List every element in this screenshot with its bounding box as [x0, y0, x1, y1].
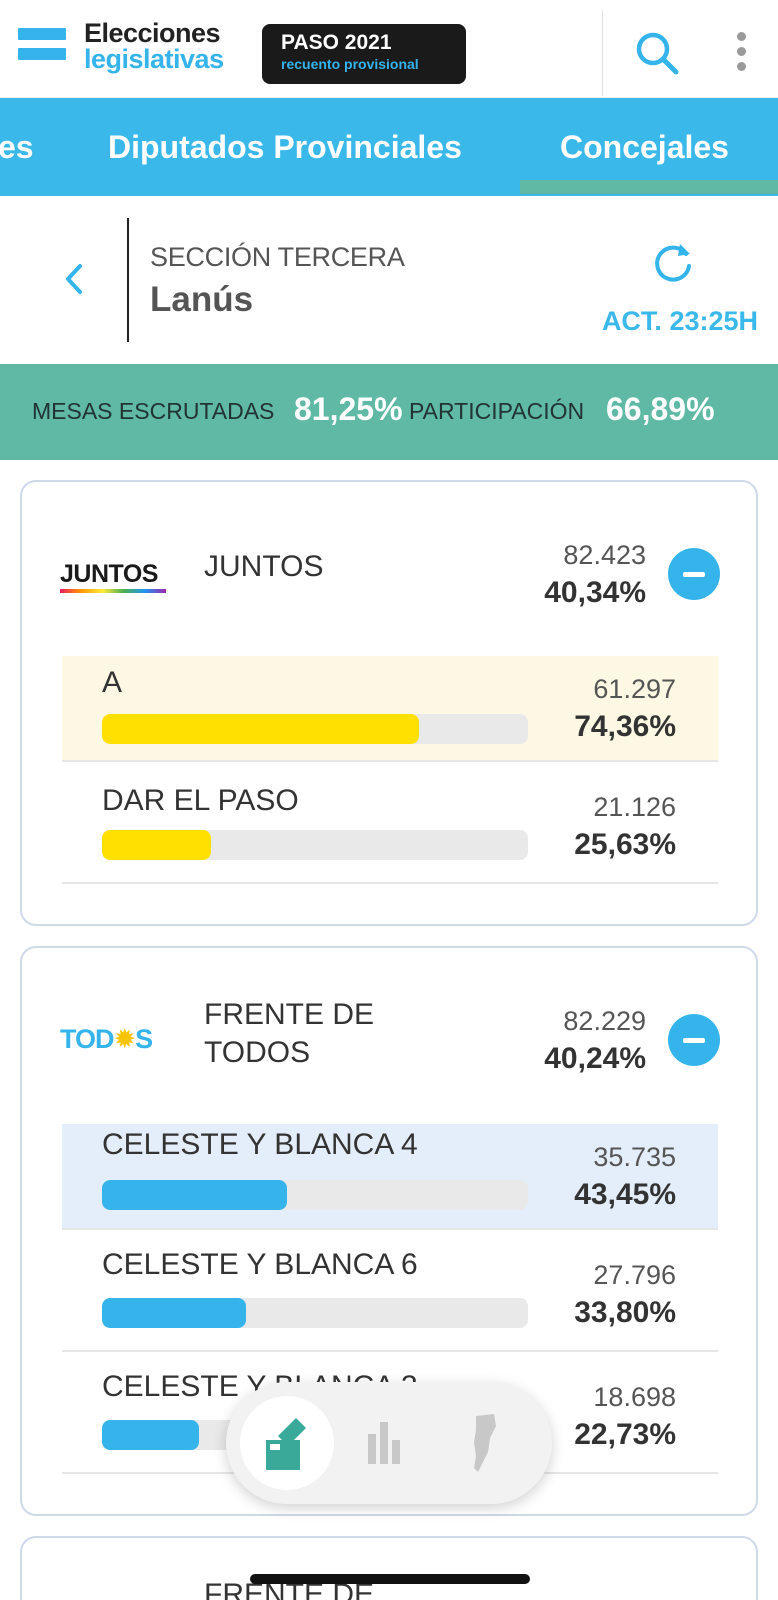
argentina-map-icon[interactable]	[466, 1412, 500, 1476]
chevron-left-icon[interactable]	[58, 256, 88, 302]
list-votes: 35.735	[593, 1142, 676, 1172]
party-card-juntos: JUNTOS JUNTOS 82.423 40,34% A 61.297 74,…	[20, 480, 758, 926]
section-title: SECCIÓN TERCERA	[150, 242, 405, 272]
more-vertical-icon[interactable]	[734, 32, 748, 76]
home-indicator	[250, 1574, 530, 1584]
list-row[interactable]: CELESTE Y BLANCA 6 27.796 33,80%	[62, 1232, 718, 1352]
header-divider	[602, 10, 603, 96]
list-votes: 18.698	[593, 1382, 676, 1412]
party-name: FRENTE DE TODOS	[204, 996, 374, 1072]
list-row[interactable]: DAR EL PASO 21.126 25,63%	[62, 764, 718, 884]
stats-bar: MESAS ESCRUTADAS 81,25% PARTICIPACIÓN 66…	[0, 364, 778, 460]
list-bar-fill	[102, 714, 419, 744]
party-pct: 40,24%	[544, 1042, 646, 1075]
mesas-value: 81,25%	[294, 391, 403, 427]
list-pct: 25,63%	[574, 828, 676, 861]
section-header: SECCIÓN TERCERA Lanús ACT. 23:25H	[0, 196, 778, 364]
list-votes: 21.126	[593, 792, 676, 822]
participacion-value: 66,89%	[606, 391, 715, 427]
list-name: DAR EL PASO	[102, 784, 299, 817]
flag-icon	[18, 28, 66, 68]
list-row[interactable]: A 61.297 74,36%	[62, 656, 718, 762]
collapse-icon[interactable]	[668, 1014, 720, 1066]
party-card-partial: FRENTE DE	[20, 1536, 758, 1600]
party-name-line1: FRENTE DE	[204, 998, 375, 1031]
list-votes: 61.297	[593, 674, 676, 704]
tab-diputados-provinciales[interactable]: Diputados Provinciales	[108, 129, 462, 165]
search-icon[interactable]	[634, 30, 680, 76]
list-bar	[102, 714, 528, 744]
section-name: Lanús	[150, 280, 254, 319]
mesas-label: MESAS ESCRUTADAS	[32, 398, 275, 424]
party-name-line2: TODOS	[204, 1036, 311, 1069]
list-pct: 22,73%	[574, 1418, 676, 1451]
party-votes: 82.423	[563, 540, 646, 570]
refresh-icon[interactable]	[650, 240, 696, 286]
todos-logo-text-a: TOD	[60, 1024, 115, 1054]
nav-ballot-button[interactable]	[240, 1396, 334, 1490]
bar-chart-icon[interactable]	[364, 1418, 404, 1468]
app-header: Elecciones legislativas PASO 2021 recuen…	[0, 0, 778, 98]
list-bar-fill	[102, 830, 212, 860]
list-bar-fill	[102, 1420, 199, 1450]
category-tabs: es Diputados Provinciales Concejales	[0, 98, 778, 196]
list-bar	[102, 830, 528, 860]
list-pct: 74,36%	[574, 710, 676, 743]
list-bar	[102, 1180, 528, 1210]
juntos-logo: JUNTOS	[60, 560, 180, 593]
list-name: A	[102, 666, 123, 699]
sun-icon: ✹	[113, 1024, 137, 1054]
collapse-icon[interactable]	[668, 548, 720, 600]
todos-logo-text-b: S	[135, 1024, 153, 1054]
tab-concejales[interactable]: Concejales	[560, 129, 729, 165]
party-pct: 40,34%	[544, 576, 646, 609]
party-votes: 82.229	[563, 1006, 646, 1036]
ballot-box-icon	[266, 1418, 306, 1470]
floating-nav	[226, 1382, 552, 1504]
list-name: CELESTE Y BLANCA 6	[102, 1248, 418, 1281]
list-row[interactable]: CELESTE Y BLANCA 4 35.735 43,45%	[62, 1124, 718, 1230]
brand-logo[interactable]: Elecciones legislativas	[84, 18, 224, 74]
list-pct: 33,80%	[574, 1296, 676, 1329]
list-bar-fill	[102, 1180, 288, 1210]
juntos-logo-text: JUNTOS	[60, 560, 158, 588]
participacion-label: PARTICIPACIÓN	[409, 398, 585, 424]
list-pct: 43,45%	[574, 1178, 676, 1211]
last-updated: ACT. 23:25H	[601, 306, 758, 336]
paso-badge-title: PASO 2021	[281, 31, 392, 54]
list-votes: 27.796	[593, 1260, 676, 1290]
party-card-frente-de-todos: TOD✹S FRENTE DE TODOS 82.229 40,24% CELE…	[20, 946, 758, 1516]
list-name: CELESTE Y BLANCA 4	[102, 1128, 418, 1161]
party-name: JUNTOS	[204, 550, 324, 583]
list-bar-fill	[102, 1298, 246, 1328]
todos-logo: TOD✹S	[60, 1024, 153, 1055]
list-bar	[102, 1298, 528, 1328]
paso-badge: PASO 2021 recuento provisional	[262, 24, 466, 84]
tab-partial[interactable]: es	[0, 129, 34, 165]
active-tab-indicator	[520, 180, 778, 194]
brand-line2: legislativas	[84, 44, 224, 74]
section-divider	[127, 218, 129, 342]
paso-badge-subtitle: recuento provisional	[281, 56, 419, 72]
brand-line1: Elecciones	[84, 18, 221, 48]
